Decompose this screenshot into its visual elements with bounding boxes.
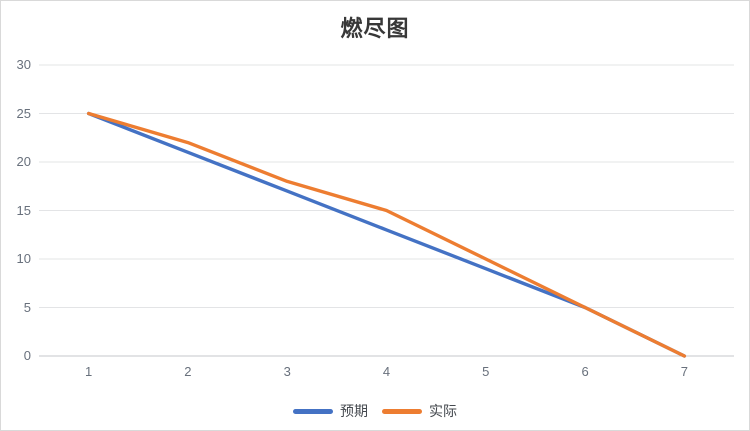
legend-label: 实际 <box>429 403 457 419</box>
x-tick-label: 1 <box>85 364 93 379</box>
y-tick-label: 20 <box>16 154 31 169</box>
x-tick-label: 6 <box>581 364 589 379</box>
x-tick-label: 3 <box>283 364 291 379</box>
x-tick-label: 5 <box>482 364 490 379</box>
x-tick-label: 2 <box>184 364 192 379</box>
legend-line-swatch <box>293 408 333 414</box>
chart-title: 燃尽图 <box>340 16 410 41</box>
y-tick-label: 30 <box>16 57 31 72</box>
x-tick-label: 4 <box>382 364 391 379</box>
series-line-1 <box>86 111 687 358</box>
x-tick-label: 7 <box>680 364 688 379</box>
y-tick-label: 15 <box>16 202 31 218</box>
series-line-0 <box>86 111 687 358</box>
y-tick-label: 25 <box>16 105 31 121</box>
y-tick-label: 5 <box>23 299 31 315</box>
y-tick-label: 10 <box>16 251 31 266</box>
legend-item-1: 实际 <box>382 401 457 421</box>
legend-item-0: 预期 <box>293 401 368 421</box>
legend-line-swatch <box>382 408 422 414</box>
y-tick-label: 0 <box>23 348 31 363</box>
legend-label: 预期 <box>340 403 368 419</box>
chart-legend: 预期 实际 <box>1 401 749 421</box>
